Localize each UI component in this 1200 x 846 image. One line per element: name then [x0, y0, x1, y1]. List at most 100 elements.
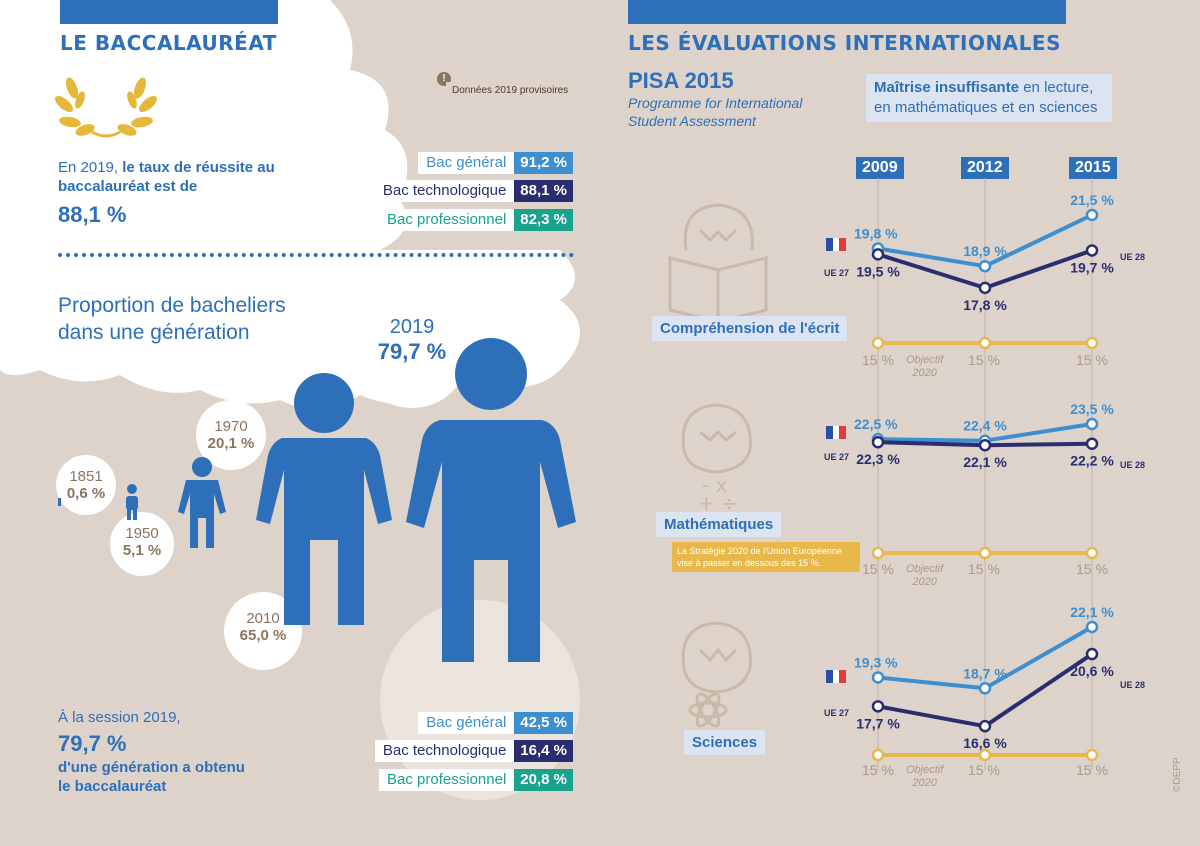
insufficient-box: Maîtrise insuffisante en lecture, en math… [866, 74, 1112, 122]
data-point [1085, 208, 1099, 222]
year-label: 1970 [214, 418, 248, 435]
year-value: 20,1 % [207, 435, 255, 452]
data-point [978, 748, 992, 762]
data-point [978, 259, 992, 273]
subject-math: Mathématiques [656, 512, 782, 537]
subject-reading: Compréhension de l'écrit [652, 316, 848, 341]
gen-tech: Bac technologique 16,4 % [374, 740, 573, 762]
svg-text:- x: - x [702, 473, 728, 497]
target-label: 15 % [1076, 762, 1108, 778]
year-tag-2009: 2009 [856, 157, 904, 179]
chip-value: 42,5 % [514, 712, 573, 734]
chip-value: 20,8 % [514, 769, 573, 791]
year-circle-1950: 1950 5,1 % [110, 512, 174, 576]
data-label-eu: 17,7 % [856, 715, 900, 731]
year-label: 1851 [69, 468, 103, 485]
person-icon-2010 [256, 373, 392, 625]
eu27-badge: UE 27 [824, 268, 850, 278]
objective-label: Objectif 2020 [906, 354, 943, 380]
data-label-eu: 20,6 % [1070, 663, 1114, 679]
person-icon-1950 [126, 484, 138, 520]
right-title: LES ÉVALUATIONS INTERNATIONALES [628, 31, 1061, 55]
objective-2: 2020 [912, 367, 937, 379]
data-point [1085, 546, 1099, 560]
box-rest-2: en mathématiques et en sciences [874, 99, 1098, 116]
data-point [1085, 748, 1099, 762]
box-rest-1: en lecture, [1019, 79, 1094, 96]
objective-1: Objectif [906, 563, 944, 575]
eu27-badge: UE 27 [824, 452, 850, 462]
intro-bold: le taux de réussite au baccalauréat est … [58, 159, 275, 195]
data-point [1085, 244, 1099, 257]
france-flag-icon [826, 670, 847, 683]
box-bold: Maîtrise insuffisante [874, 79, 1020, 96]
pisa-sub-1: Programme for International [628, 95, 803, 111]
chip-value: 82,3 % [514, 209, 573, 231]
data-label-eu: 16,6 % [963, 735, 1007, 751]
data-point [871, 700, 885, 713]
eu28-badge: UE 28 [1120, 680, 1146, 690]
intro-text: En 2019, le taux de réussite au baccalau… [58, 158, 288, 196]
data-point [871, 546, 885, 560]
intro-prefix: En 2019, [58, 159, 123, 176]
credit: ©DEPP [1172, 757, 1183, 792]
year-value: 0,6 % [66, 485, 106, 502]
chip-label: Bac technologique [374, 740, 515, 762]
data-point [978, 682, 992, 695]
gen-general: Bac général 42,5 % [418, 712, 573, 734]
session-text: d'une génération a obtenu le baccalauréa… [58, 758, 245, 796]
data-point [1085, 336, 1099, 350]
data-label-france: 18,7 % [963, 665, 1007, 681]
strategy-line-1: La Stratégie 2020 de l'Union Européenne [677, 546, 842, 556]
target-label: 15 % [862, 762, 894, 778]
gen-pro: Bac professionnel 20,8 % [379, 769, 573, 791]
data-point [871, 248, 885, 261]
data-point [978, 281, 992, 295]
data-point [978, 719, 992, 733]
data-label-france: 23,5 % [1070, 401, 1114, 417]
math-icon: - x + ÷ [681, 403, 752, 515]
session-line: À la session 2019, [58, 709, 181, 726]
chip-value: 16,4 % [514, 740, 573, 762]
proportion-title-1: Proportion de bacheliers [58, 294, 286, 317]
data-label-france: 18,9 % [963, 243, 1007, 259]
objective-label: Objectif 2020 [906, 563, 943, 589]
year-circle-1851: 1851 0,6 % [56, 455, 116, 515]
data-point [871, 671, 885, 684]
eu28-badge: UE 28 [1120, 460, 1146, 470]
pisa-title: PISA 2015 [628, 68, 734, 93]
data-point [1085, 417, 1099, 431]
svg-text:+ ÷: + ÷ [698, 491, 738, 515]
target-label: 15 % [862, 561, 894, 577]
target-label: 15 % [1076, 561, 1108, 577]
objective-2: 2020 [912, 777, 937, 789]
data-label-france: 19,8 % [854, 225, 898, 241]
data-label-france: 19,3 % [854, 654, 898, 670]
data-label-france: 22,1 % [1070, 604, 1114, 620]
chip-label: Bac général [418, 712, 515, 734]
success-tech: Bac technologique 88,1 % [374, 180, 573, 202]
objective-label: Objectif 2020 [906, 764, 943, 790]
person-icon-1851 [58, 498, 61, 506]
eu28-badge: UE 28 [1120, 252, 1146, 262]
eu27-badge: UE 27 [824, 708, 850, 718]
provisional-note: Données 2019 provisoires [446, 82, 575, 99]
left-title: LE BACCALAURÉAT [60, 31, 277, 55]
france-flag-icon [826, 426, 847, 439]
objective-2: 2020 [912, 576, 937, 588]
data-point [871, 435, 885, 449]
data-label-eu: 17,8 % [963, 297, 1007, 313]
year-value: 79,7 % [377, 339, 447, 364]
year-tag-2015: 2015 [1069, 157, 1117, 179]
strategy-line-2: vise à passer en dessous des 15 %. [677, 558, 822, 568]
target-label: 15 % [968, 762, 1000, 778]
separator [58, 253, 574, 257]
chip-value: 88,1 % [514, 180, 573, 202]
person-icon-2019 [406, 338, 576, 662]
session-text-2: le baccalauréat [58, 778, 167, 795]
data-label-eu: 22,2 % [1070, 453, 1114, 469]
reading-icon [668, 203, 768, 324]
